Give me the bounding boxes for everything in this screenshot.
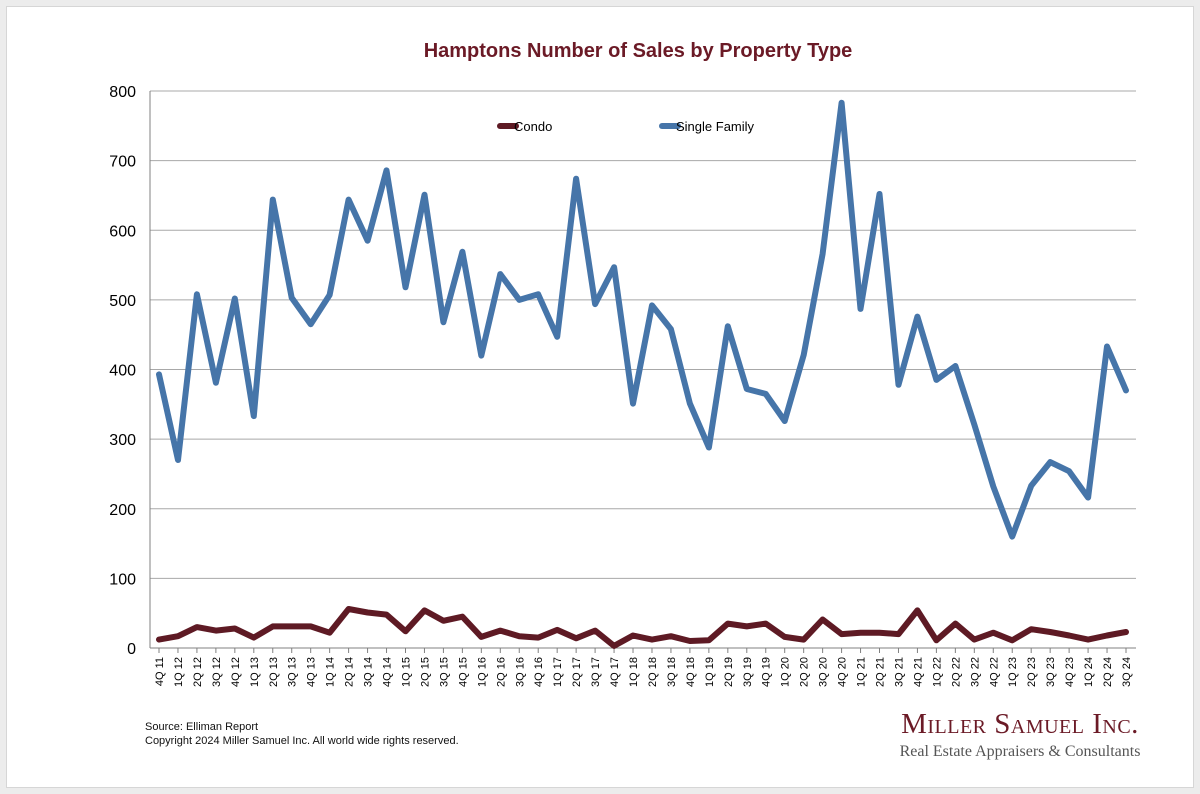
x-tick-label: 4Q 22 — [988, 657, 1000, 687]
legend: Condo Single Family — [497, 119, 755, 134]
x-tick-label: 2Q 23 — [1026, 657, 1038, 687]
x-axis: 4Q 11 1Q 12 2Q 12 3Q 12 4Q 12 1Q 13 2Q 13 3Q 13… — [150, 647, 1136, 687]
x-tick-label: 3Q 20 — [818, 657, 830, 687]
x-tick-label: 1Q 20 — [780, 657, 792, 687]
x-tick-label: 4Q 20 — [837, 657, 849, 687]
x-tick-label: 2Q 19 — [723, 657, 735, 687]
x-tick-label: 3Q 23 — [1045, 657, 1057, 687]
legend-label-single-family: Single Family — [676, 119, 755, 134]
y-axis: 0 100 200 300 400 500 600 700 800 — [109, 84, 151, 658]
logo-name: Miller Samuel Inc. — [901, 708, 1139, 740]
footer-notes: Source: Elliman Report Copyright 2024 Mi… — [145, 720, 459, 748]
x-tick-label: 2Q 18 — [647, 657, 659, 687]
x-tick-label: 2Q 13 — [268, 657, 280, 687]
x-tick-label: 1Q 13 — [249, 657, 261, 687]
chart-title: Hamptons Number of Sales by Property Typ… — [423, 40, 853, 62]
y-tick-label: 0 — [127, 641, 136, 658]
logo-tagline: Real Estate Appraisers & Consultants — [899, 743, 1141, 760]
x-tick-label: 4Q 23 — [1064, 657, 1076, 687]
x-tick-label: 1Q 12 — [173, 657, 185, 687]
x-tick-label: 2Q 14 — [344, 657, 356, 687]
y-tick-label: 500 — [109, 293, 136, 310]
y-tick-label: 300 — [109, 432, 136, 449]
x-tick-label: 4Q 16 — [533, 657, 545, 687]
x-tick-label: 4Q 21 — [912, 657, 924, 687]
x-tick-label: 1Q 18 — [628, 657, 640, 687]
x-tick-label: 3Q 21 — [893, 657, 905, 687]
x-tick-label: 4Q 19 — [761, 657, 773, 687]
x-tick-label: 3Q 14 — [363, 657, 375, 687]
x-tick-label: 1Q 22 — [931, 657, 943, 687]
x-tick-label: 3Q 18 — [666, 657, 678, 687]
legend-label-condo: Condo — [514, 119, 552, 134]
copyright-note: Copyright 2024 Miller Samuel Inc. All wo… — [145, 735, 459, 747]
x-tick-label: 1Q 23 — [1007, 657, 1019, 687]
x-tick-label: 4Q 14 — [382, 657, 394, 687]
x-tick-label: 3Q 24 — [1121, 657, 1133, 687]
x-tick-label: 4Q 13 — [306, 657, 318, 687]
x-tick-label: 1Q 16 — [476, 657, 488, 687]
x-tick-label: 2Q 17 — [571, 657, 583, 687]
x-tick-label: 4Q 18 — [685, 657, 697, 687]
y-tick-label: 800 — [109, 84, 136, 101]
series-line-single-family — [156, 99, 1129, 540]
x-tick-label: 1Q 19 — [704, 657, 716, 687]
chart-frame — [6, 6, 1194, 788]
x-tick-label: 3Q 13 — [287, 657, 299, 687]
x-tick-label: 3Q 15 — [438, 657, 450, 687]
series-line-condo — [156, 606, 1129, 649]
series-lines — [156, 99, 1129, 649]
x-tick-label: 3Q 17 — [590, 657, 602, 687]
x-tick-label: 2Q 21 — [875, 657, 887, 687]
y-tick-label: 700 — [109, 154, 136, 171]
y-tick-label: 100 — [109, 571, 136, 588]
x-tick-label: 4Q 12 — [230, 657, 242, 687]
y-tick-label: 600 — [109, 223, 136, 240]
x-tick-label: 4Q 15 — [457, 657, 469, 687]
x-tick-label: 3Q 16 — [514, 657, 526, 687]
company-logo: Miller Samuel Inc. Real Estate Appraiser… — [880, 708, 1160, 761]
x-tick-label: 1Q 24 — [1083, 657, 1095, 687]
x-tick-label: 4Q 17 — [609, 657, 621, 687]
x-tick-label: 3Q 22 — [969, 657, 981, 687]
x-tick-label: 2Q 16 — [495, 657, 507, 687]
x-tick-label: 1Q 15 — [400, 657, 412, 687]
x-tick-label: 2Q 12 — [192, 657, 204, 687]
x-tick-label: 3Q 12 — [211, 657, 223, 687]
x-tick-label: 2Q 24 — [1102, 657, 1114, 687]
y-tick-label: 400 — [109, 363, 136, 380]
x-tick-label: 2Q 22 — [950, 657, 962, 687]
x-tick-label: 1Q 17 — [552, 657, 564, 687]
gridlines — [150, 90, 1136, 649]
x-tick-label: 4Q 11 — [154, 657, 166, 686]
source-note: Source: Elliman Report — [145, 721, 259, 733]
x-tick-label: 3Q 19 — [742, 657, 754, 687]
x-tick-label: 1Q 21 — [856, 657, 868, 687]
x-tick-label: 2Q 15 — [419, 657, 431, 687]
y-tick-label: 200 — [109, 502, 136, 519]
x-tick-label: 2Q 20 — [799, 657, 811, 687]
x-tick-label: 1Q 14 — [325, 657, 337, 687]
